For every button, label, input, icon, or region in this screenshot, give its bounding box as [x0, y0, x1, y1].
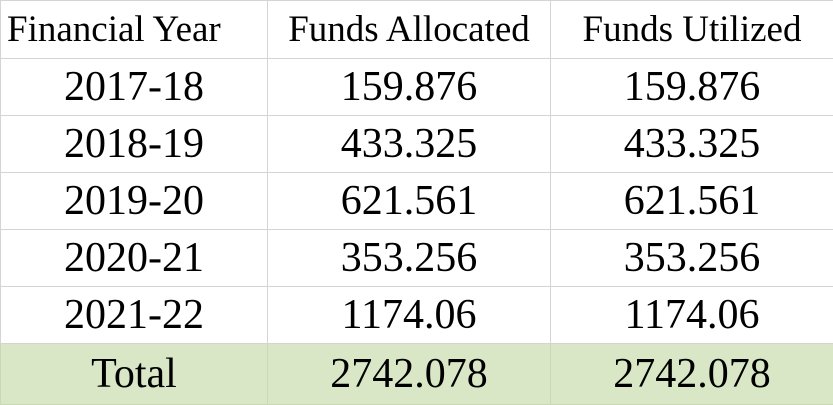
- cell-funds-utilized[interactable]: 621.561: [551, 173, 833, 230]
- cell-funds-allocated[interactable]: 353.256: [268, 230, 551, 287]
- total-row: Total 2742.078 2742.078: [1, 344, 833, 405]
- cell-financial-year[interactable]: 2021-22: [1, 287, 268, 344]
- header-cell-funds-allocated[interactable]: Funds Allocated: [268, 1, 551, 59]
- table-row: 2018-19 433.325 433.325: [1, 116, 833, 173]
- header-row: Financial Year Funds Allocated Funds Uti…: [1, 1, 833, 59]
- total-funds-utilized-cell[interactable]: 2742.078: [551, 344, 833, 405]
- cell-funds-allocated[interactable]: 433.325: [268, 116, 551, 173]
- total-funds-allocated-cell[interactable]: 2742.078: [268, 344, 551, 405]
- header-cell-funds-utilized[interactable]: Funds Utilized: [551, 1, 833, 59]
- table-row: 2021-22 1174.06 1174.06: [1, 287, 833, 344]
- cell-funds-utilized[interactable]: 433.325: [551, 116, 833, 173]
- cell-financial-year[interactable]: 2020-21: [1, 230, 268, 287]
- cell-funds-allocated[interactable]: 1174.06: [268, 287, 551, 344]
- table-row: 2017-18 159.876 159.876: [1, 59, 833, 116]
- cell-funds-utilized[interactable]: 1174.06: [551, 287, 833, 344]
- table-row: 2019-20 621.561 621.561: [1, 173, 833, 230]
- header-cell-financial-year[interactable]: Financial Year: [1, 1, 268, 59]
- table-row: 2020-21 353.256 353.256: [1, 230, 833, 287]
- cell-funds-utilized[interactable]: 159.876: [551, 59, 833, 116]
- cell-funds-allocated[interactable]: 159.876: [268, 59, 551, 116]
- total-label-cell[interactable]: Total: [1, 344, 268, 405]
- cell-financial-year[interactable]: 2019-20: [1, 173, 268, 230]
- cell-financial-year[interactable]: 2017-18: [1, 59, 268, 116]
- cell-funds-allocated[interactable]: 621.561: [268, 173, 551, 230]
- cell-funds-utilized[interactable]: 353.256: [551, 230, 833, 287]
- cell-financial-year[interactable]: 2018-19: [1, 116, 268, 173]
